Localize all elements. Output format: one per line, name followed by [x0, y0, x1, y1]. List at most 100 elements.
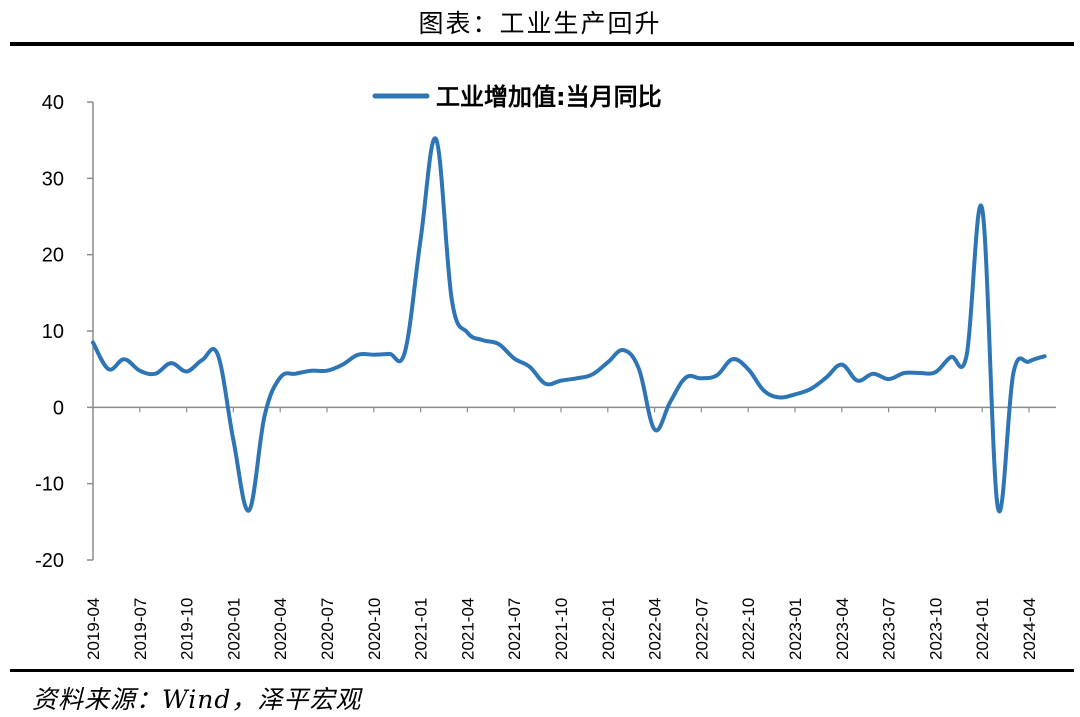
data-point: [668, 400, 672, 404]
y-axis: -20 -10 0 10 20 30 40: [35, 92, 94, 572]
data-point: [543, 382, 547, 386]
data-point: [1027, 360, 1031, 364]
data-point: [216, 353, 220, 357]
x-axis: 2019-04 2019-07 2019-10 2020-01 2020-04 2020-…: [84, 406, 1056, 660]
figure-title: 图表：工业生产回升: [418, 9, 662, 38]
data-point: [575, 376, 579, 380]
data-point: [356, 353, 360, 357]
data-point: [1043, 354, 1047, 358]
data-point: [185, 370, 189, 374]
data-point: [497, 342, 501, 346]
data-point: [980, 207, 984, 211]
x-tick-label: 2024-01: [973, 598, 992, 660]
data-point: [434, 137, 438, 141]
data-point: [996, 505, 1000, 509]
data-point: [653, 428, 657, 432]
top-rule: [10, 42, 1074, 46]
data-point: [715, 373, 719, 377]
data-point: [153, 372, 157, 376]
data-point: [122, 357, 126, 361]
data-point: [793, 392, 797, 396]
series-layer: [91, 136, 1047, 514]
data-point: [933, 370, 937, 374]
data-point: [731, 357, 735, 361]
x-tick-label: 2022-01: [599, 598, 618, 660]
data-point: [263, 414, 267, 418]
data-point: [871, 372, 875, 376]
x-tick-label: 2023-01: [786, 598, 805, 660]
y-tick-label: 30: [42, 168, 64, 190]
data-point: [606, 360, 610, 364]
data-point: [309, 369, 313, 373]
x-tick-label: 2019-10: [178, 598, 197, 660]
data-point: [777, 395, 781, 399]
x-tick-label: 2023-04: [833, 598, 852, 660]
data-point: [590, 373, 594, 377]
data-point: [1011, 371, 1015, 375]
data-point: [387, 352, 391, 356]
data-point: [403, 350, 407, 354]
data-point: [231, 438, 235, 442]
bottom-rule: [10, 669, 1074, 672]
data-point: [746, 367, 750, 371]
y-tick-label: 40: [42, 92, 64, 114]
data-point: [621, 348, 625, 352]
data-point: [278, 376, 282, 380]
x-tick-label: 2020-04: [271, 598, 290, 660]
data-point: [481, 338, 485, 342]
data-point: [372, 353, 376, 357]
y-tick-label: -20: [35, 550, 64, 572]
x-tick-label: 2020-01: [224, 598, 243, 660]
y-tick-label: 10: [42, 321, 64, 343]
data-point: [559, 379, 563, 383]
data-point: [918, 371, 922, 375]
series-line: [91, 136, 1047, 514]
x-tick-label: 2020-07: [318, 598, 337, 660]
x-tick-label: 2019-07: [131, 598, 150, 660]
data-point: [91, 341, 95, 345]
data-point: [138, 369, 142, 373]
data-point: [637, 367, 641, 371]
data-point: [762, 389, 766, 393]
data-point: [684, 376, 688, 380]
y-tick-label: 0: [53, 397, 64, 419]
x-tick-label: 2022-07: [692, 598, 711, 660]
data-point: [902, 371, 906, 375]
data-point: [419, 237, 423, 241]
source-note: 资料来源：Wind，泽平宏观: [32, 685, 362, 714]
data-point: [809, 387, 813, 391]
data-point: [294, 372, 298, 376]
data-point: [699, 376, 703, 380]
x-tick-label: 2021-10: [552, 598, 571, 660]
x-tick-label: 2023-07: [880, 598, 899, 660]
legend-label: 工业增加值:当月同比: [436, 83, 662, 111]
data-point: [341, 363, 345, 367]
y-tick-label: -10: [35, 474, 64, 496]
data-point: [949, 355, 953, 359]
x-tick-label: 2022-10: [739, 598, 758, 660]
chart-legend: 工业增加值:当月同比: [372, 83, 662, 111]
data-point: [887, 377, 891, 381]
data-point: [840, 363, 844, 367]
data-point: [450, 298, 454, 302]
x-tick-label: 2022-04: [646, 598, 665, 660]
x-tick-label: 2021-04: [458, 598, 477, 660]
x-tick-label: 2024-04: [1020, 598, 1039, 660]
x-tick-label: 2021-07: [505, 598, 524, 660]
y-tick-label: 20: [42, 245, 64, 267]
data-point: [465, 331, 469, 335]
data-point: [528, 365, 532, 369]
x-tick-label: 2021-01: [412, 598, 431, 660]
data-point: [200, 358, 204, 362]
data-point: [824, 376, 828, 380]
data-point: [107, 367, 111, 371]
data-point: [855, 379, 859, 383]
data-point: [965, 353, 969, 357]
data-point: [247, 508, 251, 512]
x-tick-label: 2020-10: [365, 598, 384, 660]
data-point: [512, 357, 516, 361]
x-tick-label: 2019-04: [84, 598, 103, 660]
x-tick-label: 2023-10: [926, 598, 945, 660]
data-point: [325, 369, 329, 373]
